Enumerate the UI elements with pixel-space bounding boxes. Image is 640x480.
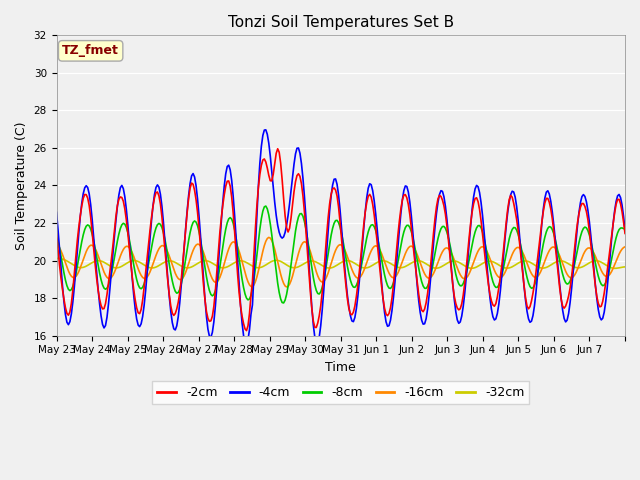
- Y-axis label: Soil Temperature (C): Soil Temperature (C): [15, 121, 28, 250]
- -16cm: [348, 266, 356, 272]
- -32cm: [618, 264, 626, 270]
- -8cm: [280, 300, 287, 306]
- -8cm: [348, 282, 356, 288]
- Line: -2cm: -2cm: [56, 149, 625, 331]
- -32cm: [90, 259, 97, 265]
- -2cm: [620, 219, 627, 225]
- -4cm: [243, 341, 250, 347]
- -32cm: [458, 261, 465, 267]
- -4cm: [52, 209, 60, 215]
- -2cm: [72, 253, 79, 259]
- -4cm: [545, 191, 553, 197]
- -4cm: [90, 234, 97, 240]
- -4cm: [262, 127, 269, 132]
- -16cm: [72, 274, 79, 279]
- -16cm: [620, 245, 627, 251]
- -8cm: [52, 235, 60, 241]
- -2cm: [621, 230, 629, 236]
- Title: Tonzi Soil Temperatures Set B: Tonzi Soil Temperatures Set B: [228, 15, 454, 30]
- -8cm: [621, 226, 629, 232]
- -2cm: [52, 231, 60, 237]
- -8cm: [262, 203, 269, 209]
- -16cm: [283, 284, 291, 290]
- Line: -16cm: -16cm: [56, 238, 625, 287]
- -8cm: [90, 238, 97, 243]
- -8cm: [620, 226, 627, 231]
- -4cm: [621, 227, 629, 233]
- -32cm: [52, 255, 60, 261]
- -2cm: [90, 246, 97, 252]
- -16cm: [265, 235, 273, 240]
- -32cm: [611, 265, 618, 271]
- -2cm: [461, 280, 468, 286]
- -4cm: [461, 290, 468, 296]
- -16cm: [461, 276, 468, 282]
- -2cm: [243, 328, 250, 334]
- -4cm: [72, 267, 79, 273]
- -16cm: [52, 241, 60, 247]
- -2cm: [274, 146, 282, 152]
- -8cm: [72, 272, 79, 277]
- X-axis label: Time: Time: [325, 361, 356, 374]
- -32cm: [72, 264, 79, 269]
- -32cm: [345, 258, 353, 264]
- -2cm: [348, 312, 356, 318]
- -16cm: [621, 244, 629, 250]
- -16cm: [90, 243, 97, 249]
- -16cm: [545, 248, 553, 253]
- Line: -8cm: -8cm: [56, 206, 625, 303]
- Line: -4cm: -4cm: [56, 130, 625, 344]
- -32cm: [621, 264, 629, 270]
- -32cm: [543, 264, 550, 270]
- Line: -32cm: -32cm: [56, 258, 625, 268]
- -2cm: [545, 199, 553, 205]
- Text: TZ_fmet: TZ_fmet: [62, 44, 119, 57]
- -4cm: [620, 213, 627, 219]
- -8cm: [545, 224, 553, 229]
- -8cm: [461, 277, 468, 283]
- Legend: -2cm, -4cm, -8cm, -16cm, -32cm: -2cm, -4cm, -8cm, -16cm, -32cm: [152, 382, 529, 405]
- -4cm: [348, 318, 356, 324]
